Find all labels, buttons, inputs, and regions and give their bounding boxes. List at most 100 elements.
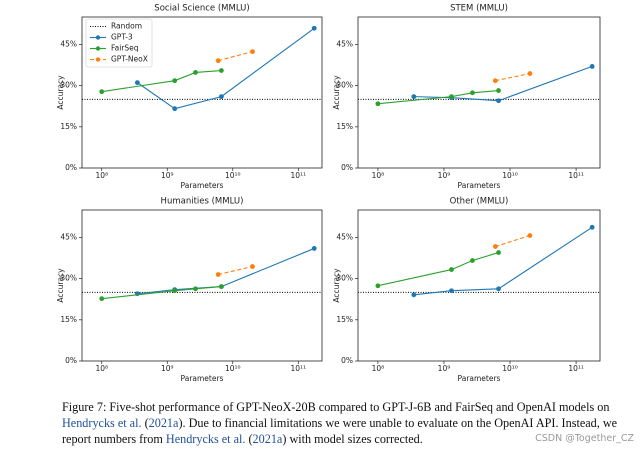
data-point xyxy=(496,98,501,104)
x-tick-label: 10⁸ xyxy=(372,364,385,373)
y-tick-label: 45% xyxy=(336,232,353,241)
y-tick-label: 45% xyxy=(60,232,77,241)
series-line xyxy=(377,90,499,105)
legend-label: GPT-NeoX xyxy=(111,55,148,64)
figure: Social Science (MMLU) Parameters Accuracy 1… xyxy=(56,4,601,383)
y-tick-label: 30% xyxy=(336,81,353,90)
caption-text: ( xyxy=(245,432,253,446)
y-tick-label: 30% xyxy=(60,274,77,283)
x-tick-label: 10¹⁰ xyxy=(502,364,518,373)
y-tick-label: 0% xyxy=(65,163,77,172)
caption-text: report numbers from xyxy=(62,432,166,446)
citation-link[interactable]: Hendrycks et al. xyxy=(165,432,246,446)
data-point xyxy=(193,286,198,292)
legend-label: Random xyxy=(111,22,142,31)
y-tick-label: 15% xyxy=(336,315,353,324)
y-axis-label: Accuracy xyxy=(56,268,65,303)
citation-link[interactable]: Hendrycks et al. xyxy=(62,416,142,430)
data-point xyxy=(218,94,224,100)
series-line xyxy=(101,69,222,93)
series-line xyxy=(137,27,315,110)
axes-frame xyxy=(81,209,323,362)
caption-line: Hendrycks et al. (2021a). Due to financi… xyxy=(62,415,638,431)
x-tick-label: 10⁸ xyxy=(95,364,108,373)
x-tick-label: 10¹¹ xyxy=(291,364,307,373)
data-point xyxy=(172,78,178,84)
y-axis-label: Accuracy xyxy=(332,268,341,303)
data-point xyxy=(411,94,417,100)
legend-marker xyxy=(95,46,101,51)
legend-marker xyxy=(95,57,101,62)
legend-marker xyxy=(95,35,101,40)
y-tick-label: 0% xyxy=(65,356,77,365)
data-point xyxy=(589,64,595,69)
series-line xyxy=(137,247,315,295)
x-tick-label: 10⁹ xyxy=(438,364,451,373)
y-axis-label: Accuracy xyxy=(332,75,341,110)
series-line xyxy=(218,51,253,62)
data-point xyxy=(99,89,105,95)
y-axis-label: Accuracy xyxy=(56,75,65,110)
x-tick-label: 10¹¹ xyxy=(568,364,584,373)
x-axis-label: Parameters xyxy=(181,374,224,383)
y-tick-label: 30% xyxy=(336,274,353,283)
caption-text: Figure 7: Five-shot performance of GPT-N… xyxy=(62,400,610,414)
y-tick-label: 0% xyxy=(341,356,353,365)
x-tick-label: 10¹⁰ xyxy=(225,171,241,180)
x-tick-label: 10⁹ xyxy=(161,171,174,180)
y-tick-label: 45% xyxy=(60,39,77,48)
data-point xyxy=(218,284,224,289)
series-line xyxy=(101,286,222,300)
data-point xyxy=(215,272,221,277)
watermark: CSDN @Together_CZ xyxy=(535,433,634,444)
axes-frame xyxy=(357,209,601,362)
data-point xyxy=(193,70,198,75)
data-point xyxy=(527,71,533,76)
data-point xyxy=(492,244,498,249)
legend-box xyxy=(85,18,153,68)
data-point xyxy=(470,258,475,263)
axes-frame xyxy=(357,16,601,169)
x-tick-label: 10⁹ xyxy=(161,364,174,373)
series-line xyxy=(413,65,593,102)
series-line xyxy=(495,73,531,82)
citation-link[interactable]: 2021a xyxy=(148,416,179,430)
y-tick-label: 30% xyxy=(60,81,77,90)
caption: Figure 7: Five-shot performance of GPT-N… xyxy=(62,399,638,447)
data-point xyxy=(449,267,454,272)
data-point xyxy=(375,101,381,107)
data-point xyxy=(496,286,501,292)
citation-link[interactable]: 2021a xyxy=(252,432,283,446)
data-point xyxy=(172,106,178,112)
caption-text: ) with model sizes corrected. xyxy=(282,432,423,446)
data-point xyxy=(134,80,140,86)
y-tick-label: 15% xyxy=(60,315,77,324)
series-line xyxy=(413,226,593,296)
data-point xyxy=(215,58,221,64)
x-tick-label: 10⁸ xyxy=(95,171,108,180)
x-axis-label: Parameters xyxy=(181,181,224,190)
caption-line: Figure 7: Five-shot performance of GPT-N… xyxy=(62,399,638,415)
legend-label: FairSeq xyxy=(111,44,139,53)
data-point xyxy=(172,288,178,294)
x-tick-label: 10⁸ xyxy=(372,171,385,180)
legend-label: GPT-3 xyxy=(111,33,133,42)
chart-title: Other (MMLU) xyxy=(450,197,509,207)
data-point xyxy=(527,233,533,238)
y-tick-label: 0% xyxy=(341,163,353,172)
data-point xyxy=(449,288,454,294)
y-tick-label: 15% xyxy=(60,122,77,131)
data-point xyxy=(250,264,255,269)
x-tick-label: 10¹¹ xyxy=(568,171,584,180)
data-point xyxy=(99,296,105,302)
series-line xyxy=(495,235,531,248)
y-tick-label: 45% xyxy=(336,39,353,48)
series-line xyxy=(377,252,499,287)
x-tick-label: 10¹¹ xyxy=(291,171,307,180)
data-point xyxy=(449,94,454,100)
y-tick-label: 15% xyxy=(336,122,353,131)
x-tick-label: 10⁹ xyxy=(438,171,451,180)
data-point xyxy=(496,88,501,93)
axes-frame xyxy=(81,16,323,169)
